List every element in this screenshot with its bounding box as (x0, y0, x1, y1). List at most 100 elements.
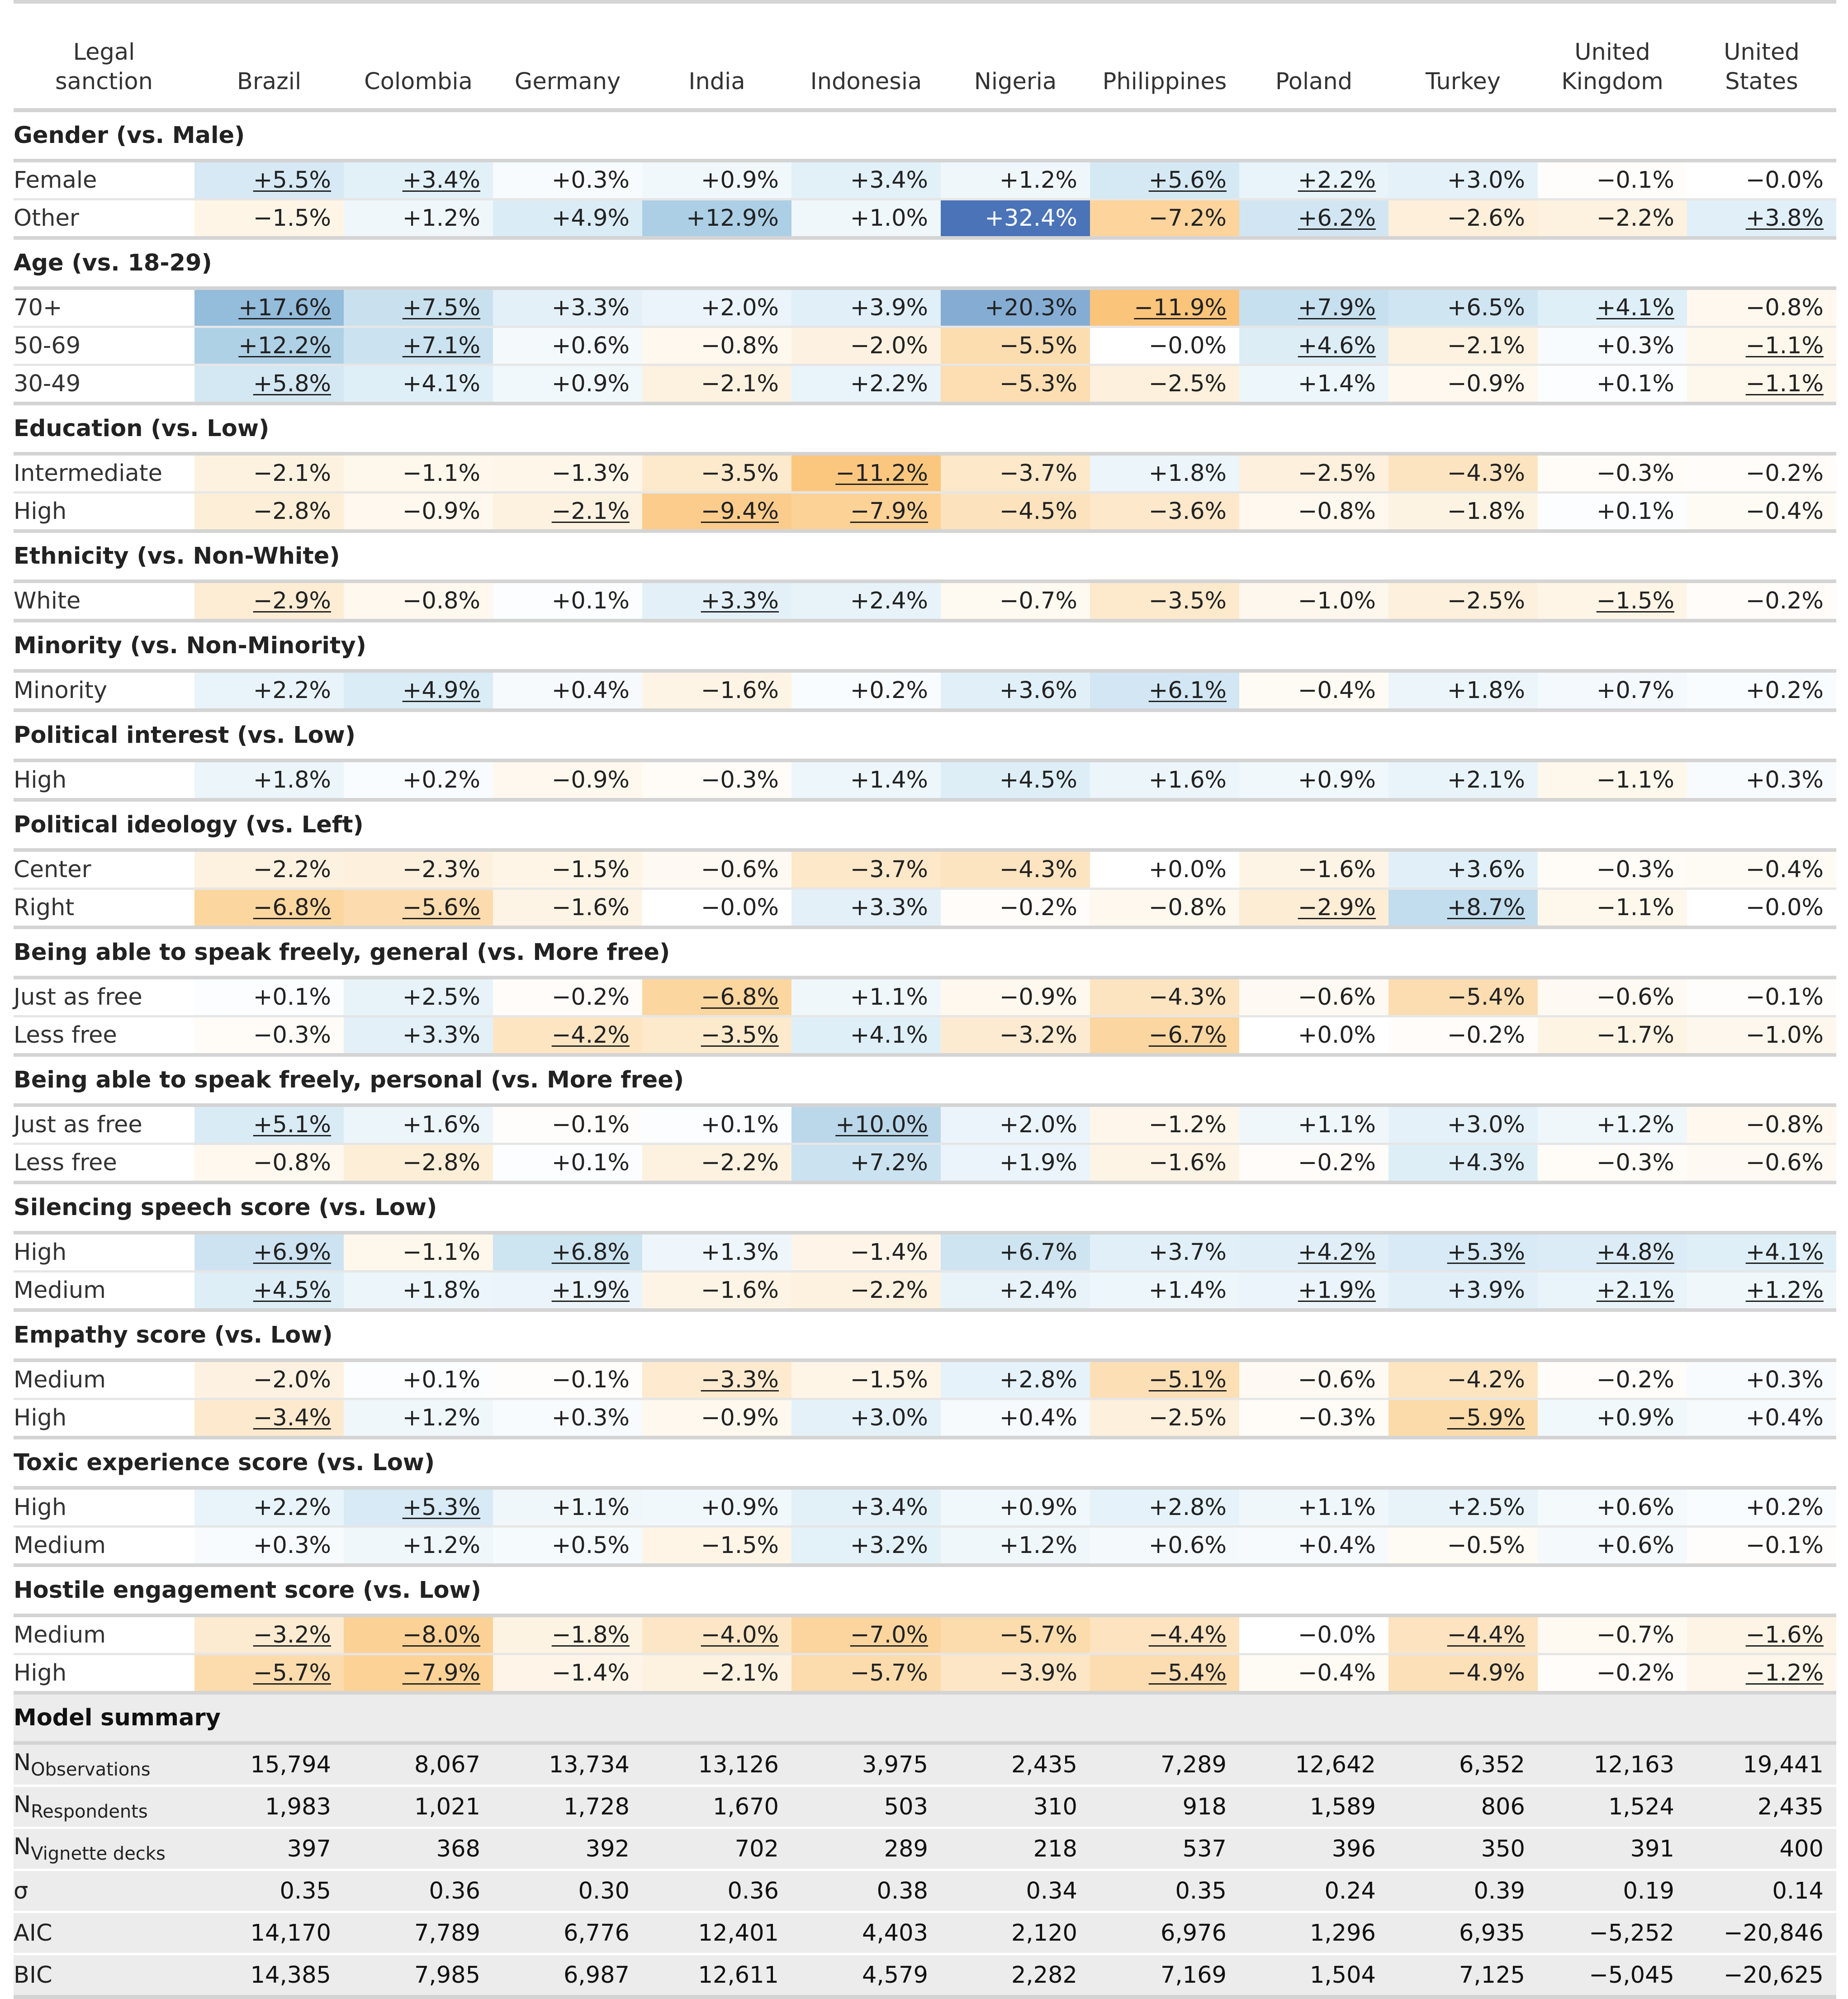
coefficient-value: +1.2% (402, 1405, 480, 1431)
coefficient-value: −2.2% (850, 1277, 928, 1304)
coefficient-cell: +17.6% (194, 288, 344, 328)
summary-value: 7,985 (344, 1954, 493, 1999)
coefficient-value: −0.0% (1298, 1622, 1376, 1648)
table-row: Other −1.5% +1.2% +4.9% +12.9% +1.0% +32.4% −7.… (14, 199, 1836, 240)
coefficient-value: +1.2% (1745, 1277, 1824, 1304)
coefficient-value: −1.6% (701, 677, 779, 704)
coefficient-value: +0.9% (701, 167, 779, 194)
model-summary-title: Model summary (14, 1693, 1836, 1745)
table-row: Medium +0.3% +1.2% +0.5% −1.5% +3.2% +1.2% +0.6… (14, 1526, 1836, 1567)
coefficient-cell: −0.8% (1687, 288, 1836, 328)
group-title: Toxic experience score (vs. Low) (14, 1438, 1836, 1490)
summary-value: 15,794 (194, 1743, 344, 1787)
summary-value: 14,385 (194, 1954, 344, 1999)
coefficient-cell: −1.6% (1239, 850, 1388, 890)
coefficient-value: +3.3% (402, 1022, 480, 1049)
coefficient-cell: +0.6% (493, 327, 642, 366)
coefficient-value: −3.7% (999, 460, 1077, 487)
table-row: High +1.8% +0.2% −0.9% −0.3% +1.4% +4.5% +1.6% +… (14, 760, 1836, 802)
coefficient-value: −1.6% (1298, 856, 1376, 883)
coefficient-value: +0.9% (701, 1494, 779, 1521)
coefficient-cell: −2.1% (642, 365, 791, 405)
coefficient-cell: −1.1% (1538, 888, 1687, 929)
summary-value: 6,976 (1090, 1912, 1239, 1955)
coefficient-cell: −0.1% (1538, 161, 1687, 200)
coefficient-cell: +0.5% (493, 1526, 642, 1567)
coefficient-cell: +4.9% (493, 199, 642, 240)
coefficient-cell: −0.3% (1538, 1144, 1687, 1184)
row-label: High (14, 1654, 194, 1695)
coefficient-value: −0.8% (1298, 498, 1376, 525)
coefficient-cell: +0.9% (493, 365, 642, 405)
coefficient-value: −1.8% (1447, 498, 1525, 525)
group-title-text: Education (vs. Low) (14, 415, 270, 442)
coefficient-value: −2.0% (253, 1367, 331, 1393)
summary-value: 7,289 (1090, 1743, 1239, 1787)
summary-label-text: AIC (14, 1919, 52, 1947)
coefficient-cell: −0.2% (1239, 1144, 1388, 1184)
coefficient-cell: −2.2% (1538, 199, 1687, 240)
group-title-text: Political interest (vs. Low) (14, 722, 356, 749)
coefficient-value: +6.5% (1447, 294, 1525, 321)
coefficient-cell: +1.8% (1388, 671, 1538, 712)
coefficient-value: −0.9% (701, 1405, 779, 1431)
table-row: High −5.7% −7.9% −1.4% −2.1% −5.7% −3.9% −5.4% −… (14, 1654, 1836, 1695)
coefficient-value: +4.9% (402, 677, 480, 704)
country-name: Brazil (237, 68, 302, 95)
coefficient-value: −1.5% (551, 856, 630, 883)
header-label-line: sanction (55, 68, 153, 95)
group-title: Being able to speak freely, personal (vs… (14, 1055, 1836, 1107)
coefficient-cell: +0.3% (1538, 327, 1687, 366)
coefficient-value: −4.2% (551, 1022, 630, 1049)
coefficient-cell: −7.0% (791, 1615, 941, 1655)
coefficient-cell: +0.9% (642, 161, 791, 200)
summary-value: 702 (642, 1828, 791, 1871)
summary-row: BIC 14,385 7,985 6,987 12,611 4,579 2,282 7,169… (14, 1954, 1836, 1999)
coefficient-cell: −0.7% (941, 581, 1090, 622)
coefficient-value: −9.4% (701, 498, 779, 525)
coefficient-cell: −0.1% (1687, 978, 1836, 1017)
coefficient-cell: −1.5% (1538, 581, 1687, 622)
summary-value: 6,776 (493, 1912, 642, 1955)
coefficient-cell: −0.3% (1239, 1399, 1388, 1439)
coefficient-cell: +0.3% (493, 161, 642, 200)
coefficient-cell: +1.2% (941, 1526, 1090, 1567)
coefficient-cell: +2.5% (344, 978, 493, 1017)
summary-value: 396 (1239, 1828, 1388, 1871)
coefficient-cell: +6.9% (194, 1233, 344, 1273)
summary-value: 13,126 (642, 1743, 791, 1787)
coefficient-cell: +10.0% (791, 1105, 941, 1145)
coefficient-value: +2.2% (253, 1494, 331, 1521)
coefficient-cell: −11.2% (791, 454, 941, 494)
coefficient-value: +3.0% (850, 1405, 928, 1431)
group-title: Political interest (vs. Low) (14, 710, 1836, 762)
group-title: Minority (vs. Non-Minority) (14, 621, 1836, 673)
coefficient-value: +3.8% (1745, 205, 1824, 232)
coefficient-value: +0.2% (1745, 677, 1824, 704)
country-name: Turkey (1426, 68, 1501, 95)
coefficient-cell: −1.5% (642, 1526, 791, 1567)
header-country-india: India (642, 4, 791, 112)
coefficient-cell: −5.7% (194, 1654, 344, 1695)
coefficient-value: +0.4% (551, 677, 630, 704)
coefficient-cell: −2.8% (344, 1144, 493, 1184)
coefficient-value: −0.2% (1745, 588, 1824, 614)
coefficient-cell: +4.1% (791, 1016, 941, 1057)
coefficient-cell: +0.0% (1090, 850, 1239, 890)
summary-value: 806 (1388, 1785, 1538, 1829)
coefficient-cell: −1.8% (1388, 492, 1538, 533)
coefficient-value: +0.2% (1745, 1494, 1824, 1521)
coefficient-value: −2.9% (253, 588, 331, 614)
coefficient-value: +3.9% (1447, 1277, 1525, 1304)
summary-value: 0.35 (194, 1870, 344, 1913)
coefficient-cell: −7.9% (344, 1654, 493, 1695)
summary-value: 12,163 (1538, 1743, 1687, 1787)
coefficient-value: −11.9% (1134, 294, 1227, 321)
coefficient-value: +1.4% (1148, 1277, 1227, 1304)
model-summary-header: Model summary (14, 1693, 1836, 1745)
coefficient-value: −2.1% (253, 460, 331, 487)
coefficient-value: +0.3% (551, 167, 630, 194)
coefficient-value: −3.5% (701, 460, 779, 487)
coefficient-cell: +3.0% (791, 1399, 941, 1439)
coefficient-value: −1.4% (850, 1239, 928, 1266)
